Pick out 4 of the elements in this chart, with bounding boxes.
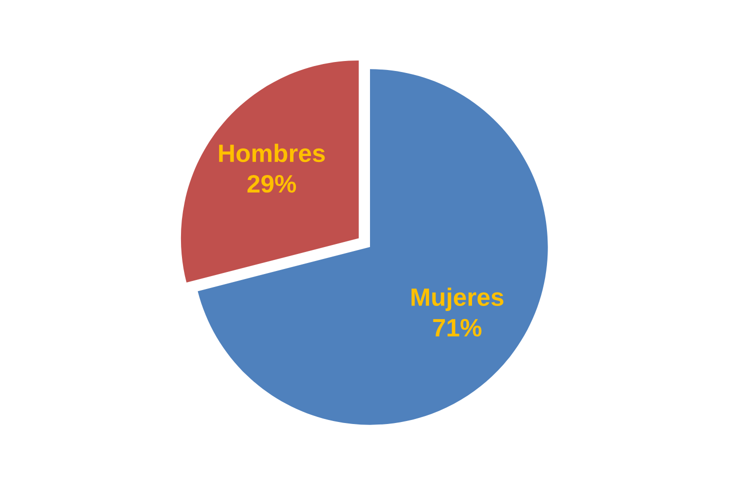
slice-label: Hombres [219,144,325,162]
data-label: 29% [247,174,296,193]
data-label: 71% [433,318,482,337]
slice-label: Mujeres [412,288,504,311]
